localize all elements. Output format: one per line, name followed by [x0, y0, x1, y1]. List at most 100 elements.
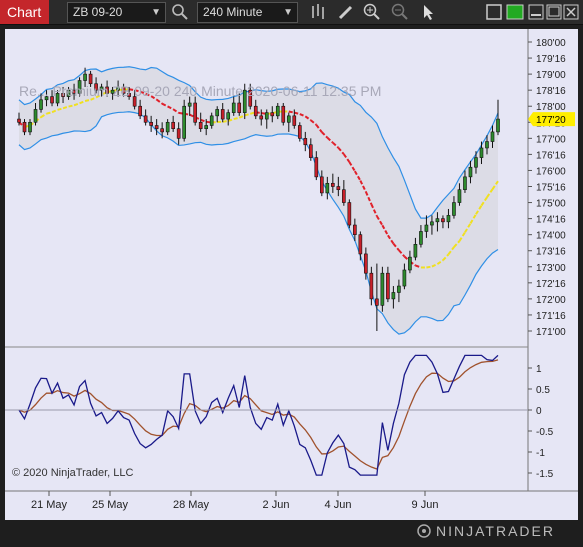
- candle-body: [403, 270, 406, 286]
- zoom-out-icon[interactable]: [390, 2, 410, 22]
- candle-body: [188, 103, 191, 106]
- candle-body: [425, 225, 428, 231]
- osc-label: -0.5: [536, 427, 554, 438]
- candle-body: [452, 203, 455, 216]
- candle-body: [463, 177, 466, 190]
- candle-body: [155, 125, 158, 128]
- candle-body: [177, 129, 180, 139]
- footer: NINJATRADER: [0, 520, 583, 542]
- zoom-in-icon[interactable]: [362, 2, 382, 22]
- price-label: 176'00: [536, 166, 566, 177]
- osc-label: 0.5: [536, 385, 550, 396]
- candle-body: [205, 125, 208, 128]
- candle-body: [227, 113, 230, 119]
- green-status-icon[interactable]: [505, 2, 525, 22]
- candle-body: [337, 187, 340, 190]
- brand-text: NINJATRADER: [436, 523, 555, 539]
- candle-body: [265, 113, 268, 119]
- candle-body: [480, 148, 483, 158]
- candle-body: [436, 219, 439, 222]
- instrument-selector[interactable]: ZB 09-20 ▼: [67, 2, 166, 23]
- candle: [282, 103, 285, 125]
- candle-body: [381, 273, 384, 305]
- price-label: 180'00: [536, 38, 566, 49]
- candle: [348, 199, 351, 228]
- candle-body: [491, 132, 494, 142]
- chevron-down-icon: ▼: [151, 3, 161, 22]
- candle-body: [441, 219, 444, 222]
- date-label: 28 May: [173, 499, 210, 511]
- date-label: 2 Jun: [263, 499, 290, 511]
- minimize-icon[interactable]: [526, 2, 546, 22]
- candle-body: [282, 106, 285, 122]
- candle-body: [238, 103, 241, 113]
- date-label: 25 May: [92, 499, 129, 511]
- candle-body: [419, 231, 422, 244]
- chart-panel[interactable]: 180'00179'16179'00178'16178'00177'16177'…: [5, 29, 578, 520]
- chart-tab[interactable]: Chart: [0, 0, 49, 24]
- brand-logo: NINJATRADER: [0, 520, 583, 542]
- date-label: 21 May: [31, 499, 68, 511]
- candle-body: [309, 145, 312, 158]
- candle-body: [34, 109, 37, 122]
- date-label: 4 Jun: [325, 499, 352, 511]
- candle-body: [458, 190, 461, 203]
- bar-type-icon[interactable]: [309, 2, 329, 22]
- price-label: 178'00: [536, 102, 566, 113]
- maximize-icon[interactable]: [544, 2, 564, 22]
- draw-pencil-icon[interactable]: [336, 2, 356, 22]
- candle-body: [293, 116, 296, 126]
- candle-body: [276, 106, 279, 116]
- candle-body: [496, 119, 499, 132]
- price-label: 177'00: [536, 134, 566, 145]
- candle-body: [342, 190, 345, 203]
- candle-body: [414, 244, 417, 257]
- candle-body: [254, 106, 257, 116]
- candle-body: [232, 103, 235, 113]
- candle-body: [40, 100, 43, 110]
- candle-body: [84, 74, 87, 80]
- candle-body: [469, 167, 472, 177]
- copyright-text: © 2020 NinjaTrader, LLC: [12, 467, 133, 479]
- price-label: 172'16: [536, 279, 566, 290]
- price-label: 171'16: [536, 311, 566, 322]
- toolbar: Chart ZB 09-20 ▼ 240 Minute ▼: [0, 0, 583, 25]
- candle-body: [150, 122, 153, 125]
- candle-body: [474, 158, 477, 168]
- candle-body: [298, 125, 301, 138]
- pointer-icon[interactable]: [418, 2, 438, 22]
- candle-body: [370, 273, 373, 299]
- window-restore-icon[interactable]: [484, 2, 504, 22]
- price-label: 174'00: [536, 231, 566, 242]
- candle-body: [447, 215, 450, 221]
- candle-body: [331, 183, 334, 186]
- candle: [381, 267, 384, 312]
- date-label: 9 Jun: [412, 499, 439, 511]
- candle-body: [408, 257, 411, 270]
- last-price-label: 177'20: [536, 115, 566, 126]
- interval-selector[interactable]: 240 Minute ▼: [197, 2, 298, 23]
- candle-body: [216, 109, 219, 115]
- candle-body: [392, 292, 395, 298]
- candle-body: [304, 138, 307, 144]
- candle-body: [260, 116, 263, 119]
- price-label: 172'00: [536, 295, 566, 306]
- candle-body: [161, 129, 164, 132]
- search-icon[interactable]: [170, 2, 190, 22]
- chart-canvas[interactable]: 180'00179'16179'00178'16178'00177'16177'…: [5, 29, 578, 520]
- price-label: 175'16: [536, 183, 566, 194]
- candle-body: [139, 106, 142, 116]
- candle-body: [144, 116, 147, 122]
- price-label: 174'16: [536, 215, 566, 226]
- candle-body: [485, 142, 488, 148]
- price-label: 173'16: [536, 247, 566, 258]
- candle-body: [326, 183, 329, 193]
- candle-body: [28, 122, 31, 132]
- candle-body: [375, 299, 378, 305]
- osc-label: -1: [536, 448, 545, 459]
- candle-body: [364, 254, 367, 273]
- price-label: 171'00: [536, 327, 566, 338]
- candle-body: [166, 122, 169, 132]
- instrument-value: ZB 09-20: [73, 5, 122, 19]
- close-icon[interactable]: [562, 2, 582, 22]
